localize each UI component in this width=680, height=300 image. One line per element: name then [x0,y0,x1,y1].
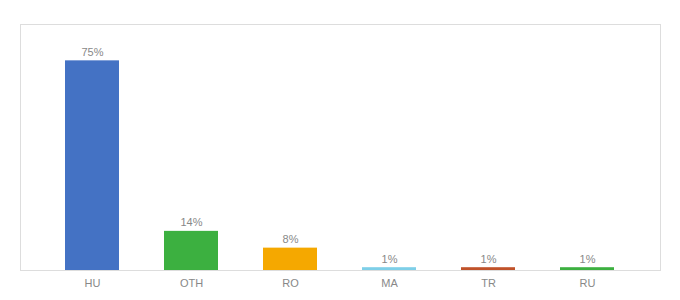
svg-text:8%: 8% [283,233,299,245]
svg-text:HU: HU [85,277,101,289]
svg-text:14%: 14% [180,216,202,228]
svg-text:75%: 75% [81,46,103,58]
svg-text:1%: 1% [382,253,398,265]
svg-text:RO: RO [282,277,299,289]
svg-text:MA: MA [381,277,398,289]
svg-text:RU: RU [580,277,596,289]
svg-text:1%: 1% [580,253,596,265]
svg-text:TR: TR [481,277,496,289]
svg-text:OTH: OTH [180,277,203,289]
svg-text:1%: 1% [481,253,497,265]
